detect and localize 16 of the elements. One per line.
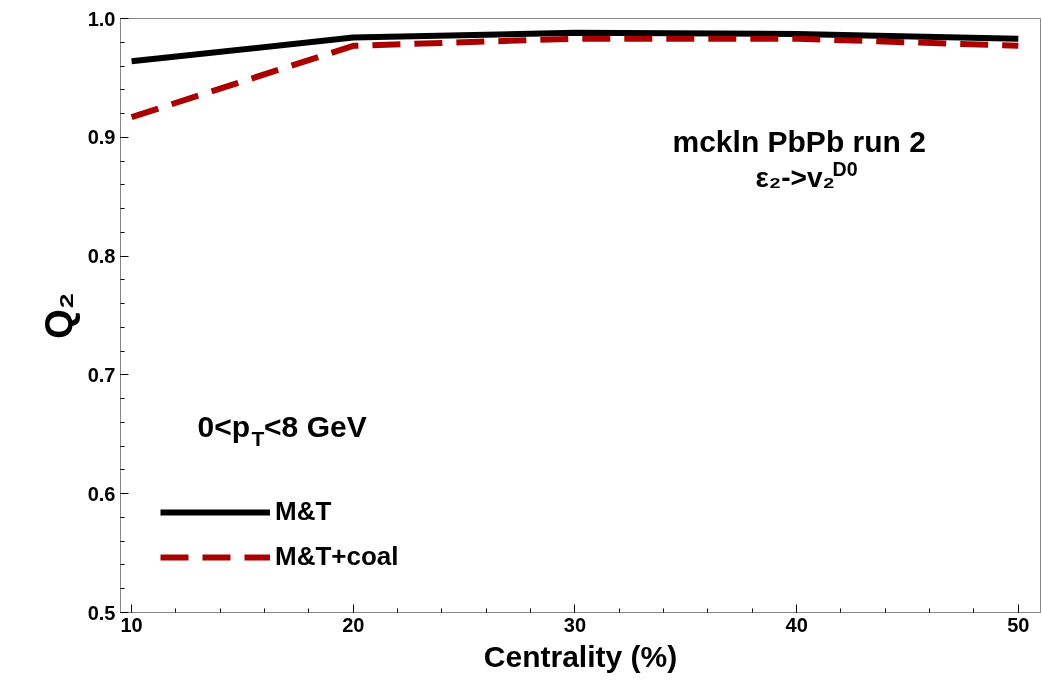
legend-label: M&T+coal: [275, 541, 399, 572]
y-tick-label: 0.5: [87, 601, 116, 624]
annotation: mckln PbPb run 2: [672, 124, 926, 158]
y-tick-label: 0.7: [87, 363, 116, 386]
x-tick-label: 30: [563, 613, 587, 636]
x-tick-label: 40: [785, 613, 808, 636]
y-tick-label: 0.6: [87, 482, 116, 505]
y-axis-title: Q₂: [37, 292, 80, 339]
x-axis-title: Centrality (%): [483, 639, 678, 673]
y-tick-label: 0.8: [87, 245, 116, 268]
x-tick-label: 50: [1007, 613, 1030, 636]
x-tick-label: 20: [342, 613, 365, 636]
y-tick-label: 1.0: [87, 7, 116, 30]
y-tick-label: 0.9: [87, 126, 116, 149]
x-tick-label: 10: [120, 613, 143, 636]
legend-label: M&T: [275, 496, 332, 527]
